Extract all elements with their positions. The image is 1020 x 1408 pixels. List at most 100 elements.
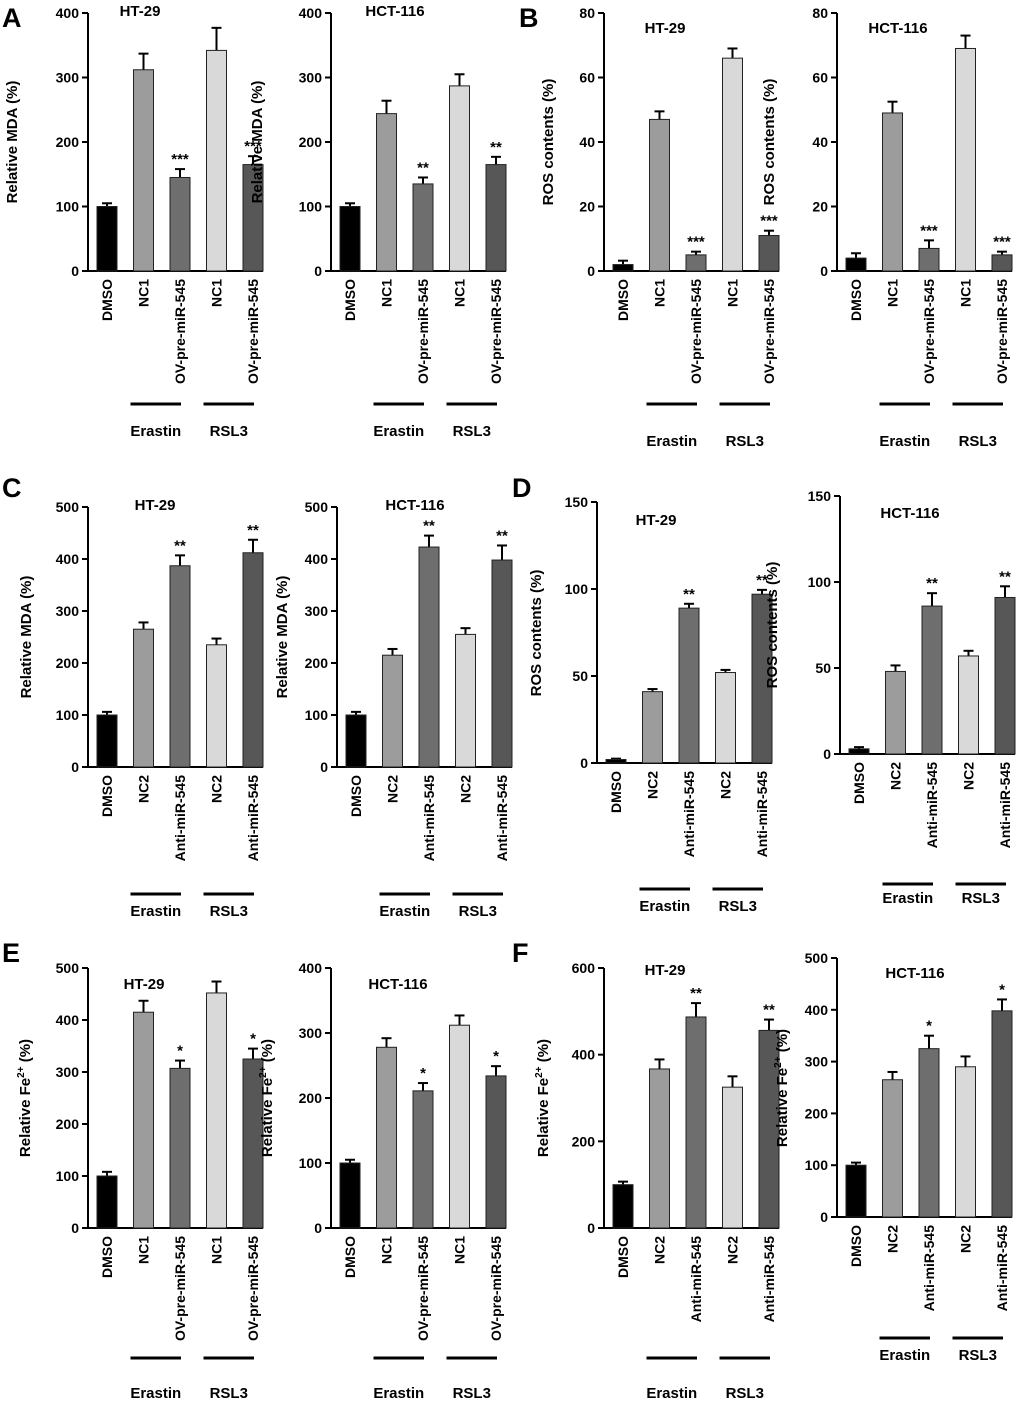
x-tick-label: NC1 [379, 1236, 395, 1264]
chart-panel-d1: D HT-29 ROS contents (%) 0 50 100 150 DMSO NC2 **… [512, 473, 773, 915]
y-tick-label: 100 [805, 1157, 829, 1173]
group-label: Erastin [882, 890, 933, 907]
y-axis-label: Relative MDA (%) [249, 81, 266, 204]
x-tick-label: NC1 [452, 1236, 468, 1264]
y-tick-label: 400 [572, 1047, 596, 1063]
bar-0 [845, 257, 867, 272]
x-tick-label: NC1 [209, 279, 225, 307]
y-tick-label: 0 [320, 759, 328, 775]
y-axis-label: ROS contents (%) [540, 79, 557, 206]
x-tick-label: DMSO [342, 1236, 358, 1278]
chart-panel-a2: HCT-116 Relative MDA (%) 0 100 200 300 400 DMSO… [249, 3, 507, 440]
bar-1 [382, 654, 403, 768]
bar-2 [918, 1048, 940, 1218]
bar-3 [206, 644, 227, 768]
y-tick-label: 100 [56, 707, 80, 723]
y-tick-label: 100 [299, 199, 323, 215]
y-axis-label-text: Relative Fe [259, 1078, 276, 1157]
y-axis-label-text: Relative Fe [774, 1068, 791, 1147]
y-tick-label: 80 [812, 5, 828, 21]
y-axis-label-suffix: (%) [774, 1029, 791, 1057]
y-tick-label: 400 [299, 960, 323, 976]
x-tick-label: NC2 [958, 1225, 974, 1253]
group-label: Erastin [130, 1385, 181, 1402]
y-axis-label-text: ROS contents (%) [764, 562, 781, 689]
group-label: Erastin [639, 898, 690, 915]
bar-4 [758, 1029, 780, 1229]
bar-3 [449, 1024, 470, 1229]
x-tick-label: NC1 [452, 279, 468, 307]
x-tick-label: DMSO [342, 279, 358, 321]
group-label: Erastin [879, 433, 930, 450]
x-tick-label: DMSO [615, 279, 631, 321]
bar-4 [491, 559, 513, 768]
bar-3 [715, 672, 736, 764]
y-tick-label: 100 [305, 707, 329, 723]
x-tick-label: NC1 [379, 279, 395, 307]
y-tick-label: 100 [565, 581, 589, 597]
y-tick-label: 0 [314, 263, 322, 279]
significance-label: ** [174, 537, 186, 554]
significance-label: *** [760, 213, 778, 230]
chart-title: HCT-116 [885, 965, 944, 982]
y-tick-label: 400 [305, 551, 329, 567]
x-tick-label: NC2 [725, 1236, 741, 1264]
bar-4 [242, 552, 264, 768]
bar-2 [678, 607, 700, 764]
bar-1 [642, 691, 663, 764]
group-label: RSL3 [459, 903, 497, 920]
y-tick-label: 80 [579, 5, 595, 21]
y-axis-label: Relative MDA (%) [274, 576, 291, 699]
y-tick-label: 40 [812, 134, 828, 150]
y-axis-label: Relative Fe2+ (%) [258, 1039, 276, 1157]
x-tick-label: Anti-miR-545 [761, 1236, 777, 1323]
chart-panel-e2: HCT-116 Relative Fe2+ (%) 0 100 200 300 400 DMS… [258, 960, 507, 1402]
bar-2 [169, 565, 191, 768]
bar-0 [612, 264, 634, 272]
x-tick-label: NC1 [136, 279, 152, 307]
y-tick-label: 0 [71, 759, 79, 775]
chart-title: HCT-116 [365, 3, 424, 20]
chart-title: HT-29 [636, 512, 677, 529]
y-tick-label: 400 [56, 1012, 80, 1028]
y-tick-label: 0 [580, 755, 588, 771]
x-tick-label: NC2 [888, 762, 904, 790]
x-tick-label: OV-pre-miR-545 [488, 279, 504, 384]
chart-panel-a1: A HT-29 Relative MDA (%) 0 100 200 300 400 DMSO N… [2, 3, 264, 440]
y-tick-label: 100 [56, 199, 80, 215]
y-tick-label: 300 [56, 70, 80, 86]
x-tick-label: OV-pre-miR-545 [245, 1236, 261, 1341]
x-tick-label: OV-pre-miR-545 [415, 279, 431, 384]
y-tick-label: 400 [56, 551, 80, 567]
y-tick-label: 0 [587, 263, 595, 279]
y-tick-label: 0 [587, 1220, 595, 1236]
x-tick-label: OV-pre-miR-545 [921, 279, 937, 384]
x-tick-label: NC1 [725, 279, 741, 307]
y-tick-label: 0 [820, 263, 828, 279]
significance-label: * [250, 1031, 256, 1048]
chart-panel-c1: C HT-29 Relative MDA (%) 0 100 200 300 400 500 DM… [2, 473, 264, 920]
y-axis-label: Relative Fe2+ (%) [16, 1039, 34, 1157]
y-tick-label: 400 [56, 5, 80, 21]
group-label: RSL3 [719, 898, 757, 915]
x-tick-label: NC1 [136, 1236, 152, 1264]
chart-title: HT-29 [124, 976, 165, 993]
chart-panel-c2: HCT-116 Relative MDA (%) 0 100 200 300 400 500 D… [274, 497, 513, 920]
y-tick-label: 40 [579, 134, 595, 150]
x-tick-label: Anti-miR-545 [688, 1236, 704, 1323]
group-label: Erastin [646, 1385, 697, 1402]
bar-4 [991, 1010, 1013, 1218]
bar-2 [921, 605, 943, 755]
bar-1 [376, 1046, 397, 1229]
bar-1 [649, 1068, 670, 1229]
y-tick-label: 100 [808, 574, 832, 590]
y-axis-label: Relative Fe2+ (%) [534, 1039, 552, 1157]
bar-2 [412, 183, 434, 272]
y-axis-label: Relative Fe2+ (%) [773, 1029, 791, 1147]
bar-1 [882, 1079, 903, 1218]
bar-0 [96, 1175, 118, 1229]
y-tick-label: 50 [815, 660, 831, 676]
y-tick-label: 20 [812, 199, 828, 215]
x-tick-label: NC2 [209, 775, 225, 803]
y-tick-label: 200 [805, 1105, 829, 1121]
